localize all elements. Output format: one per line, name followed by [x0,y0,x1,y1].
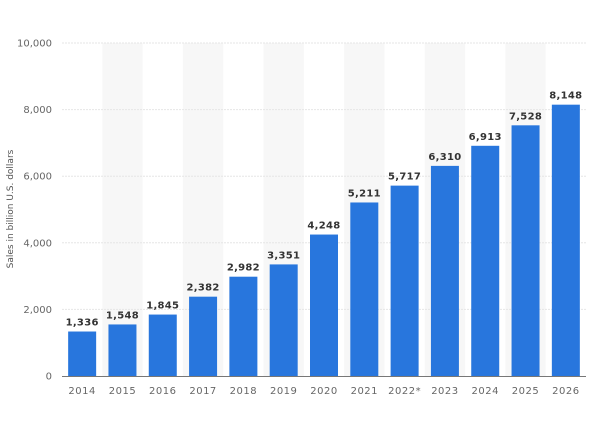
y-tick-label: 10,000 [17,39,52,50]
data-label: 8,148 [549,91,582,102]
bar-2026 [551,104,580,376]
bar-2020 [310,234,338,376]
bars [68,104,580,376]
bar-2015 [108,324,137,376]
x-tick-label: 2022* [388,386,421,397]
x-tick-label: 2025 [512,386,539,397]
x-tick-label: 2016 [149,386,176,397]
x-tick-label: 2020 [310,386,337,397]
y-tick-label: 2,000 [23,305,52,316]
x-tick-label: 2019 [270,386,297,397]
y-tick-label: 6,000 [23,172,52,183]
data-labels: 1,336 1,548 1,845 2,382 2,982 3,351 4,248 5,211… [66,91,583,329]
bar-2014 [68,331,97,376]
data-label: 3,351 [267,250,300,261]
data-label: 2,382 [187,283,220,294]
data-label: 6,913 [469,132,502,143]
data-label: 1,548 [106,310,139,321]
data-label: 2,982 [227,263,260,274]
y-tick-label: 0 [46,372,52,383]
x-tick-label: 2018 [230,386,257,397]
data-label: 5,717 [388,172,421,183]
x-tick-label: 2024 [472,386,499,397]
data-label: 1,336 [66,318,99,329]
bar-2018 [229,276,258,376]
y-tick-label: 8,000 [23,105,52,116]
data-label: 4,248 [307,221,340,232]
x-axis-ticks: 2014 2015 2016 2017 2018 2019 2020 2021 2022* 202… [68,386,579,397]
x-tick-label: 2014 [68,386,95,397]
column-band [102,43,143,376]
data-label: 7,528 [509,111,542,122]
x-tick-label: 2021 [351,386,378,397]
data-label: 1,845 [146,301,179,312]
y-axis-label: Sales in billion U.S. dollars [6,149,16,268]
bar-2025 [511,125,540,376]
y-tick-label: 4,000 [23,238,52,249]
x-tick-label: 2017 [189,386,216,397]
bar-2019 [269,264,298,376]
bar-2022 [390,185,419,376]
bar-2023 [430,165,459,376]
bar-2021 [350,202,379,376]
x-tick-label: 2026 [552,386,579,397]
bar-2016 [148,314,177,376]
bar-2024 [471,145,500,376]
x-tick-label: 2015 [109,386,136,397]
data-label: 5,211 [348,188,381,199]
x-tick-label: 2023 [431,386,458,397]
bar-2017 [189,296,218,376]
data-label: 6,310 [428,152,461,163]
